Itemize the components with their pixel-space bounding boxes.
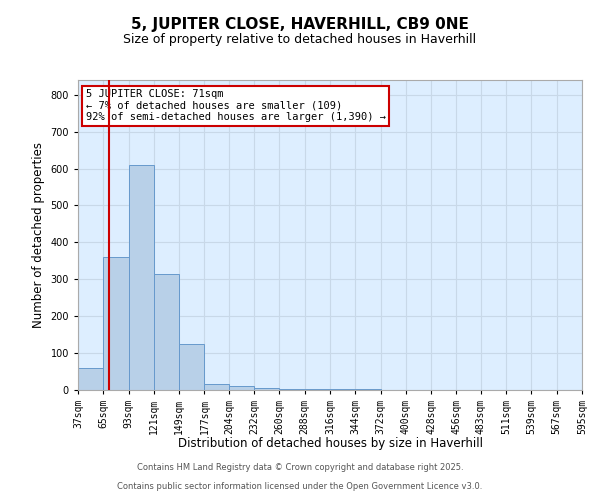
- Text: 5 JUPITER CLOSE: 71sqm
← 7% of detached houses are smaller (109)
92% of semi-det: 5 JUPITER CLOSE: 71sqm ← 7% of detached …: [86, 90, 386, 122]
- Bar: [305, 389, 330, 390]
- Bar: [103, 257, 128, 390]
- Bar: [280, 388, 305, 390]
- Bar: [254, 388, 280, 390]
- Bar: [78, 368, 103, 390]
- Text: 5, JUPITER CLOSE, HAVERHILL, CB9 0NE: 5, JUPITER CLOSE, HAVERHILL, CB9 0NE: [131, 18, 469, 32]
- Y-axis label: Number of detached properties: Number of detached properties: [32, 142, 45, 328]
- Bar: [179, 344, 205, 390]
- Text: Size of property relative to detached houses in Haverhill: Size of property relative to detached ho…: [124, 32, 476, 46]
- Bar: [128, 165, 154, 390]
- Bar: [205, 384, 229, 390]
- Bar: [229, 386, 254, 390]
- Bar: [154, 274, 179, 390]
- X-axis label: Distribution of detached houses by size in Haverhill: Distribution of detached houses by size …: [178, 437, 482, 450]
- Text: Contains HM Land Registry data © Crown copyright and database right 2025.: Contains HM Land Registry data © Crown c…: [137, 464, 463, 472]
- Text: Contains public sector information licensed under the Open Government Licence v3: Contains public sector information licen…: [118, 482, 482, 491]
